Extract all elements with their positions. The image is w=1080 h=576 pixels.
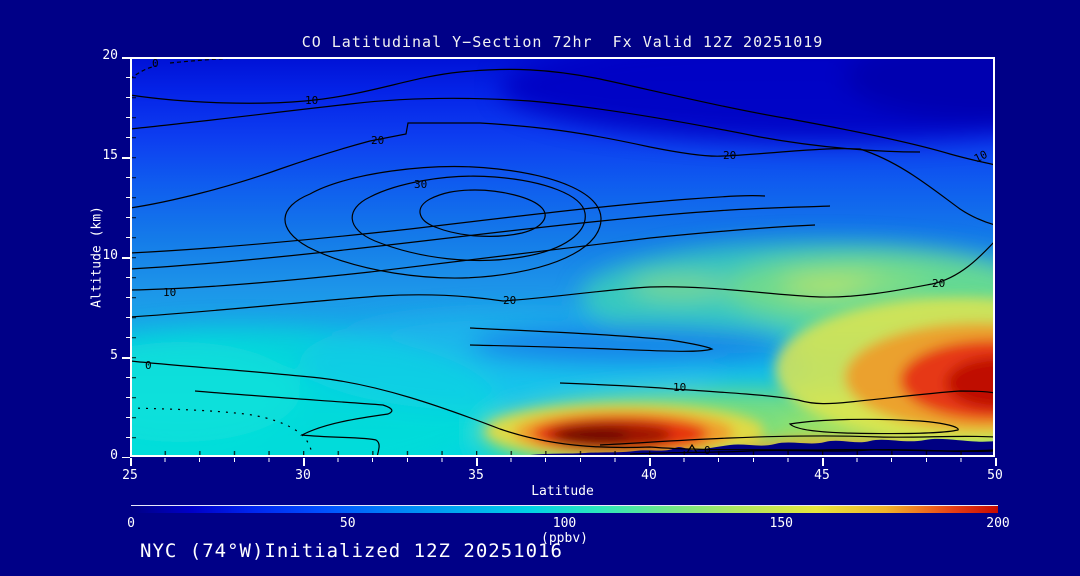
- contour-label: 10: [163, 286, 176, 299]
- contour-field: 0 10 20 30 20 10 10 20 20 0 10 0: [130, 57, 995, 457]
- x-axis-major-ticks: [130, 458, 997, 466]
- contour-label: 0: [704, 444, 711, 457]
- init-info-text: NYC (74°W)Initialized 12Z 20251016: [140, 540, 563, 562]
- y-tick-label: 15: [102, 148, 118, 163]
- contour-label: 30: [414, 178, 427, 191]
- y-tick-label: 5: [110, 348, 118, 363]
- cb-tick-label: 50: [339, 516, 356, 531]
- chart-title: CO Latitudinal Y−Section 72hr Fx Valid 1…: [301, 33, 824, 51]
- contour-label: 20: [932, 277, 945, 290]
- y-tick-label: 0: [110, 448, 118, 463]
- x-tick-label: 35: [468, 468, 484, 483]
- y-tick-label: 10: [102, 248, 118, 263]
- contour-value-labels: 0 10 20 30 20 10 10 20 20 0 10 0: [145, 57, 990, 457]
- contour-label: 10: [305, 94, 318, 107]
- contour-label: 20: [723, 149, 736, 162]
- y-axis-major-ticks: [122, 57, 130, 458]
- contour-plot: 0 10 20 30 20 10 10 20 20 0 10 0: [130, 57, 995, 457]
- x-axis-title: Latitude: [531, 484, 594, 499]
- contour-label: 10: [972, 148, 990, 165]
- y-tick-label: 20: [102, 48, 118, 63]
- contour-label: 20: [371, 134, 384, 147]
- colorbar-units-label: (ppbv): [541, 531, 588, 546]
- contour-label: 20: [503, 294, 516, 307]
- contour-label: 0: [145, 359, 152, 372]
- contour-label: 0: [152, 57, 159, 70]
- x-tick-label: 50: [987, 468, 1003, 483]
- cb-tick-label: 200: [986, 516, 1010, 531]
- x-tick-label: 25: [122, 468, 138, 483]
- cb-tick-label: 100: [552, 516, 577, 531]
- x-tick-label: 45: [814, 468, 830, 483]
- x-tick-label: 40: [641, 468, 657, 483]
- plot-border: [130, 57, 995, 457]
- contour-label: 10: [673, 381, 686, 394]
- x-tick-label: 30: [295, 468, 311, 483]
- colorbar-gradient: [131, 505, 998, 513]
- cb-tick-label: 150: [769, 516, 793, 531]
- contour-lines: [130, 57, 995, 457]
- y-axis-title: Altitude (km): [89, 206, 105, 308]
- cb-tick-label: 0: [127, 516, 135, 531]
